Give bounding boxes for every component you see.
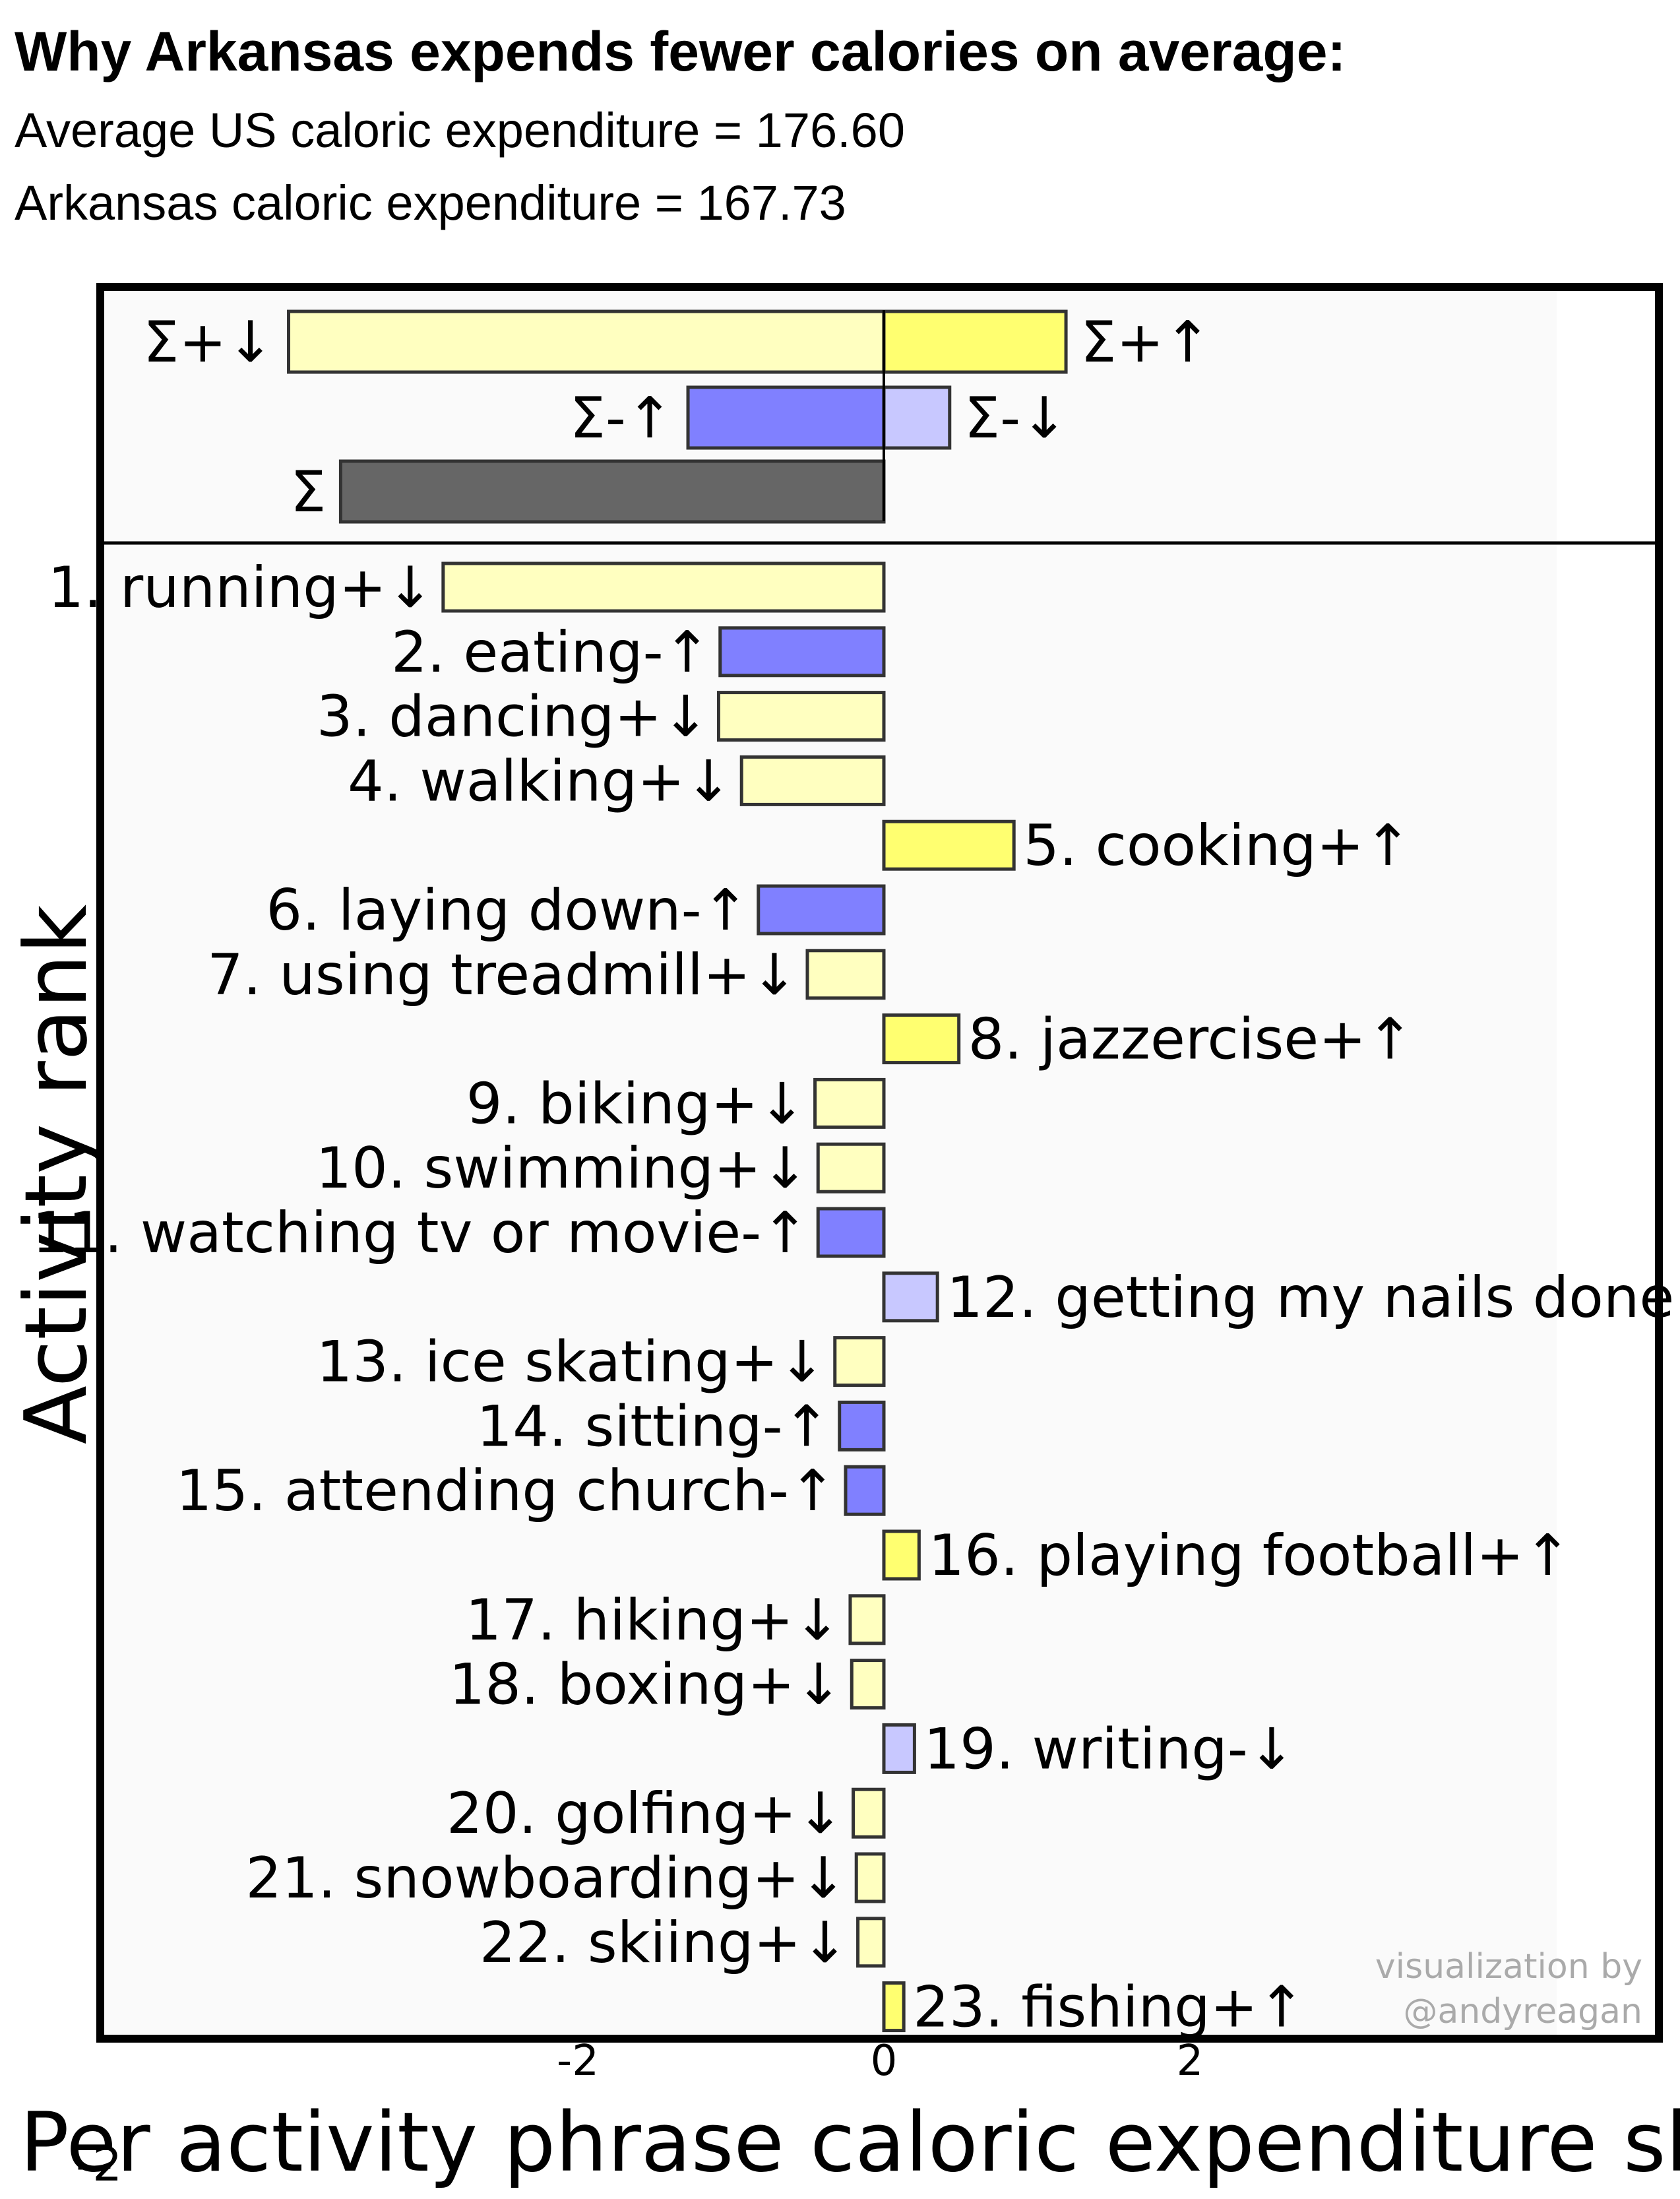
summary-bar bbox=[882, 309, 1068, 374]
summary-label: Σ+↑ bbox=[1080, 309, 1211, 375]
chart-title: Why Arkansas expends fewer calories on a… bbox=[15, 20, 1346, 82]
activity-bar bbox=[716, 691, 886, 742]
watermark-line2: @andyreagan bbox=[1403, 1992, 1642, 2031]
activity-label: 1. running+↓ bbox=[47, 555, 433, 621]
summary-bar bbox=[686, 385, 886, 450]
activity-bar bbox=[882, 1529, 921, 1581]
activity-bar bbox=[882, 1723, 916, 1774]
activity-bar bbox=[848, 1594, 886, 1645]
activity-bar bbox=[854, 1852, 886, 1903]
activity-label: 13. ice skating+↓ bbox=[317, 1329, 826, 1395]
activity-label: 10. swimming+↓ bbox=[315, 1135, 809, 1201]
activity-bar bbox=[856, 1917, 886, 1968]
activity-bar bbox=[852, 1787, 886, 1839]
activity-label: 16. playing football+↑ bbox=[928, 1523, 1571, 1589]
activity-bar bbox=[882, 819, 1016, 871]
summary-label: Σ+↓ bbox=[143, 309, 274, 375]
activity-bar bbox=[838, 1400, 886, 1451]
summary-bar bbox=[287, 309, 886, 374]
activity-bar bbox=[805, 949, 886, 1000]
activity-bar bbox=[739, 755, 886, 806]
activity-bar bbox=[441, 561, 886, 613]
activity-label: 9. biking+↓ bbox=[466, 1071, 806, 1137]
x-axis-label: Per activity phrase caloric expenditure … bbox=[20, 2095, 1680, 2190]
summary-label: Σ bbox=[290, 459, 326, 525]
activity-label: 18. boxing+↓ bbox=[449, 1652, 843, 1718]
corner-tick-label: -2 bbox=[76, 2138, 122, 2192]
activity-label: 2. eating-↑ bbox=[391, 620, 711, 685]
activity-bar bbox=[833, 1336, 886, 1387]
activity-label: 4. walking+↓ bbox=[348, 748, 732, 814]
average-us-line: Average US caloric expenditure = 176.60 bbox=[15, 103, 905, 158]
activity-label: 5. cooking+↑ bbox=[1023, 813, 1412, 879]
x-tick-label: 0 bbox=[871, 2037, 898, 2086]
summary-label: Σ-↓ bbox=[964, 385, 1068, 451]
activity-label: 11. watching tv or movie-↑ bbox=[32, 1200, 809, 1266]
activity-label: 20. golfing+↓ bbox=[447, 1781, 844, 1847]
activity-label: 22. skiing+↓ bbox=[480, 1910, 849, 1976]
summary-label: Σ-↑ bbox=[570, 385, 673, 451]
activity-label: 3. dancing+↓ bbox=[317, 684, 710, 750]
activity-label: 6. laying down-↑ bbox=[266, 877, 749, 943]
plot-frame bbox=[96, 283, 1663, 2043]
activity-label: 15. attending church-↑ bbox=[176, 1458, 836, 1524]
summary-bar bbox=[882, 385, 952, 450]
activity-bar bbox=[882, 1271, 939, 1323]
activity-bar bbox=[882, 1981, 906, 2033]
activity-label: 8. jazzercise+↑ bbox=[968, 1007, 1414, 1073]
activity-bar bbox=[882, 1013, 961, 1065]
activity-label: 12. getting my nails done bbox=[947, 1265, 1674, 1331]
x-tick-label: -2 bbox=[557, 2037, 599, 2086]
activity-bar bbox=[850, 1659, 886, 1710]
x-tick-label: 2 bbox=[1177, 2037, 1204, 2086]
activity-label: 7. using treadmill+↓ bbox=[207, 942, 798, 1008]
activity-label: 14. sitting-↑ bbox=[476, 1393, 830, 1459]
activity-label: 23. fishing+↑ bbox=[913, 1975, 1305, 2041]
activity-bar bbox=[844, 1465, 886, 1516]
activity-label: 17. hiking+↓ bbox=[466, 1587, 841, 1653]
activity-bar bbox=[813, 1077, 886, 1129]
activity-label: 21. snowboarding+↓ bbox=[245, 1845, 847, 1911]
activity-bar bbox=[816, 1142, 886, 1194]
watermark-line1: visualization by bbox=[1375, 1947, 1642, 1987]
activity-label: 19. writing-↓ bbox=[923, 1716, 1295, 1782]
activity-bar bbox=[757, 884, 886, 936]
activity-bar bbox=[718, 626, 886, 678]
arkansas-line: Arkansas caloric expenditure = 167.73 bbox=[15, 175, 846, 230]
y-axis-label: Activity rank bbox=[6, 905, 106, 1444]
summary-bar bbox=[338, 459, 886, 524]
activity-bar bbox=[816, 1207, 886, 1258]
